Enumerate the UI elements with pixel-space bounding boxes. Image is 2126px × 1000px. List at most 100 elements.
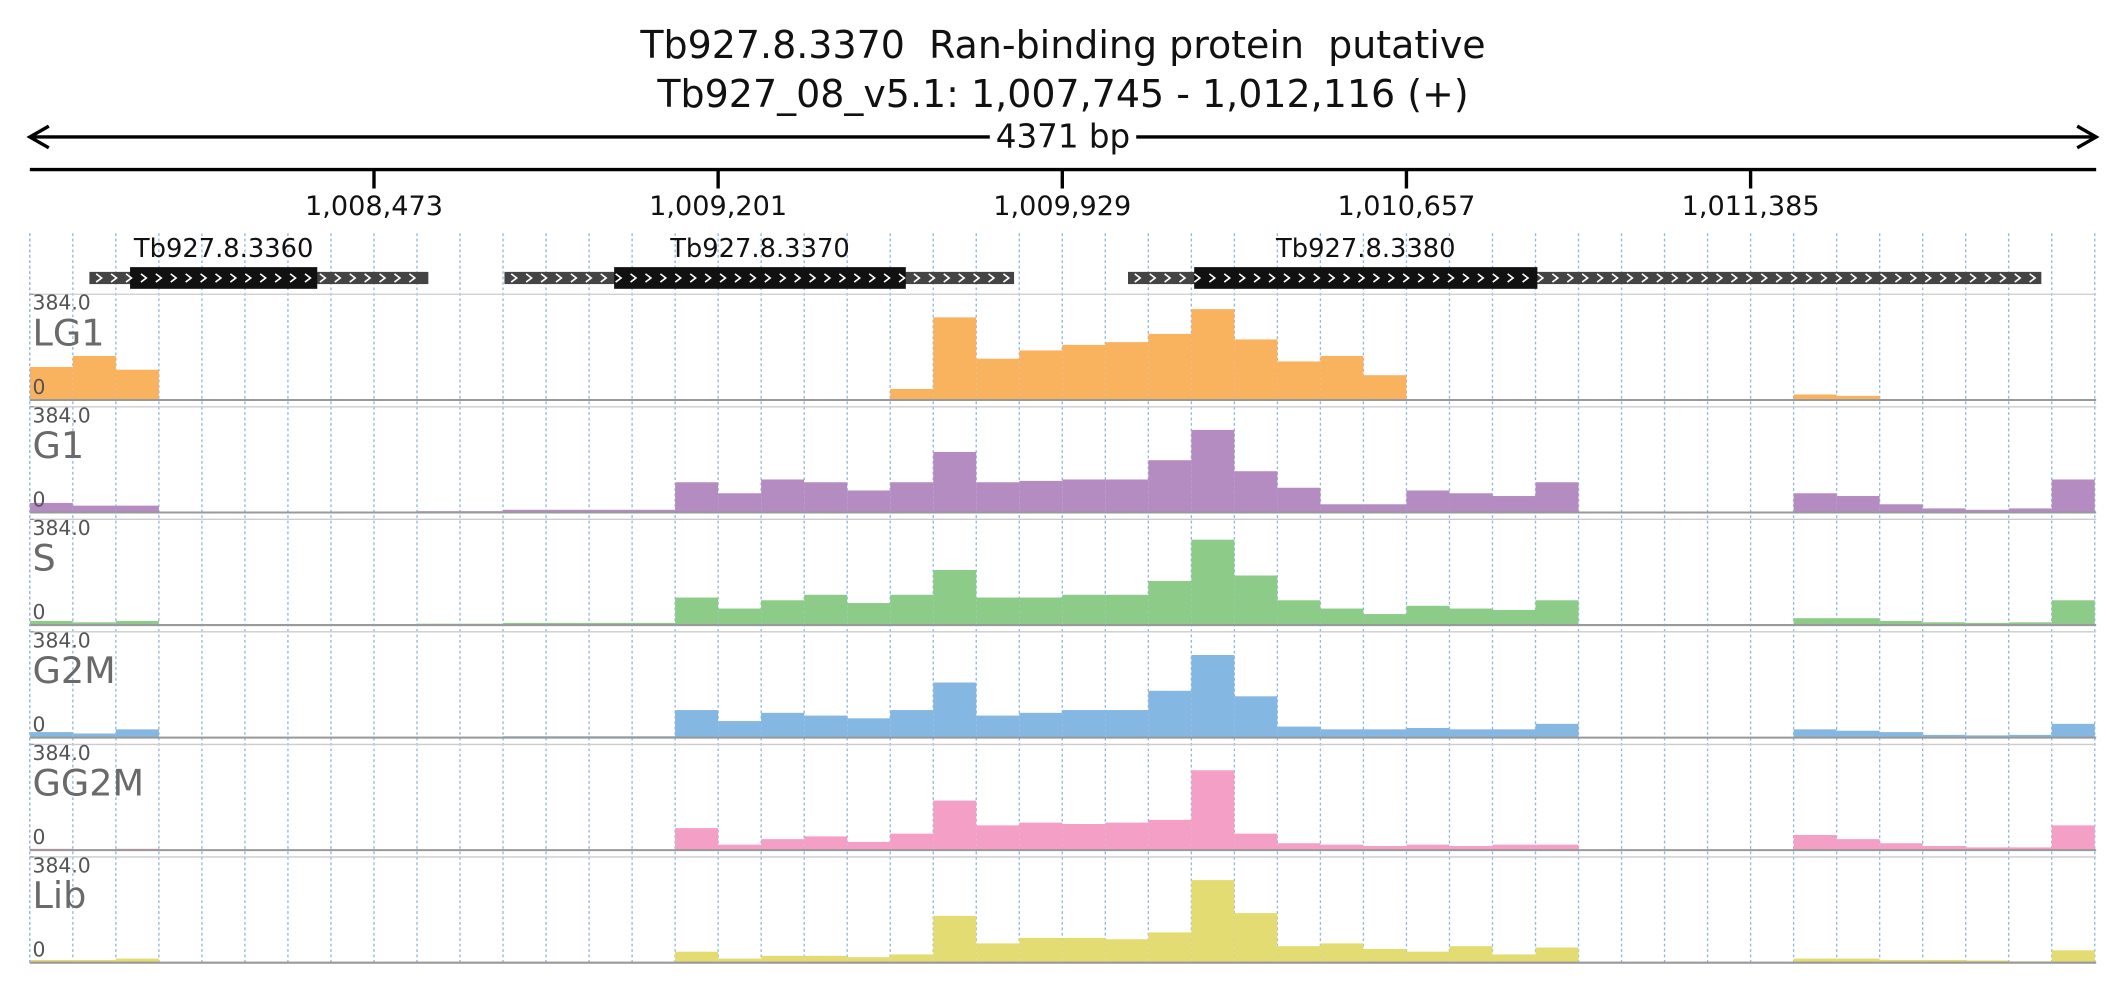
x-tick-label: 1,008,473 — [305, 191, 443, 222]
coverage-bar — [503, 509, 547, 513]
coverage-bar — [847, 718, 891, 738]
coverage-bar — [761, 712, 805, 738]
coverage-bar — [1793, 394, 1837, 401]
x-tick-label: 1,009,929 — [993, 191, 1131, 222]
coverage-bar — [1234, 833, 1278, 851]
gene-label: Tb927.8.3380 — [1275, 234, 1456, 264]
x-tick-label: 1,010,657 — [1337, 191, 1475, 222]
coverage-bar — [1019, 350, 1063, 401]
coverage-bar — [1320, 608, 1364, 626]
coverage-bar — [1879, 732, 1923, 738]
coverage-bar — [1879, 843, 1923, 851]
coverage-bar — [890, 388, 934, 401]
track-label: Lib — [33, 874, 87, 917]
coverage-bar — [1793, 835, 1837, 851]
coverage-bar — [589, 622, 633, 626]
coverage-bar — [1492, 844, 1536, 851]
coverage-bar — [29, 959, 73, 963]
coverage-bar — [933, 800, 977, 851]
coverage-bar — [718, 958, 762, 963]
coverage-bar — [976, 358, 1020, 401]
track-label: G2M — [33, 649, 116, 692]
coverage-bar — [1363, 948, 1407, 963]
coverage-bar — [1062, 344, 1106, 401]
coverage-bar — [1019, 480, 1063, 513]
coverage-bar — [1363, 614, 1407, 626]
coverage-bar — [1277, 726, 1321, 738]
coverage-bar — [1836, 730, 1880, 738]
coverage-bar — [1320, 355, 1364, 401]
strand-chevrons — [510, 273, 1011, 283]
coverage-bar — [1019, 937, 1063, 963]
coverage-bar — [675, 951, 719, 963]
coverage-bar — [72, 959, 116, 963]
coverage-bar — [1019, 712, 1063, 738]
coverage-bar — [1105, 342, 1149, 401]
coverage-bar — [29, 502, 73, 513]
coverage-bar — [2008, 622, 2052, 626]
coverage-bar — [1105, 594, 1149, 626]
coverage-bar — [804, 594, 848, 626]
coverage-bar — [1836, 496, 1880, 513]
coverage-bar — [976, 825, 1020, 851]
coverage-bar — [675, 828, 719, 851]
coverage-bar — [1449, 729, 1493, 738]
coverage-bar — [72, 355, 116, 401]
coverage-bar — [1922, 959, 1966, 963]
coverage-bar — [1406, 844, 1450, 851]
coverage-bar — [1535, 844, 1579, 851]
coverage-bar — [1965, 847, 2009, 851]
coverage-bar — [933, 451, 977, 513]
span-label: 4371 bp — [996, 117, 1130, 155]
coverage-bar — [718, 721, 762, 738]
coverage-bar — [1922, 508, 1966, 513]
coverage-bar — [675, 597, 719, 626]
coverage-bar — [1793, 729, 1837, 738]
coverage-bar — [2051, 723, 2095, 738]
strand-chevrons — [95, 273, 417, 283]
coverage-bar — [1793, 618, 1837, 626]
coverage-bar — [933, 317, 977, 401]
coverage-bar — [1492, 609, 1536, 626]
coverage-bar — [29, 732, 73, 738]
coverage-bar — [1234, 471, 1278, 513]
coverage-bar — [1234, 913, 1278, 963]
track-label: S — [33, 536, 56, 579]
coverage-bar — [1105, 822, 1149, 851]
coverage-bar — [632, 622, 676, 626]
y-tick-label: 384.0 — [33, 741, 91, 765]
coverage-bar — [503, 622, 547, 626]
coverage-bar — [72, 622, 116, 626]
coverage-bar — [847, 490, 891, 513]
coverage-bar — [1836, 958, 1880, 963]
coverage-bar — [1062, 937, 1106, 963]
genes: Tb927.8.3360 Tb927.8.3370 Tb927.8.3380 — [89, 234, 2042, 289]
coverage-bar — [1148, 460, 1192, 513]
coverage-bar — [1363, 375, 1407, 401]
coverage-bar — [72, 505, 116, 513]
coverage-bar — [1836, 395, 1880, 401]
y-tick-label: 0 — [33, 600, 46, 624]
coverage-bar — [933, 915, 977, 963]
coverage-bar — [1449, 946, 1493, 963]
coverage-bar — [2051, 479, 2095, 513]
coverage-bar — [1320, 504, 1364, 513]
coverage-bar — [1234, 575, 1278, 626]
coverage-bar — [1363, 729, 1407, 738]
coverage-bar — [1062, 479, 1106, 513]
coverage-bar — [1148, 690, 1192, 738]
coverage-bar — [1105, 710, 1149, 738]
coverage-bar — [1191, 770, 1235, 851]
coverage-bar — [1320, 729, 1364, 738]
coverage-bar — [1363, 846, 1407, 851]
coverage-bar — [1191, 539, 1235, 626]
coverage-bar — [589, 509, 633, 513]
coverage-bar — [890, 594, 934, 626]
coverage-bar — [890, 833, 934, 851]
coverage-bar — [1793, 493, 1837, 513]
coverage-bar — [546, 622, 590, 626]
coverage-bar — [761, 479, 805, 513]
coverage-bar — [804, 715, 848, 738]
coverage-bar — [1234, 339, 1278, 401]
